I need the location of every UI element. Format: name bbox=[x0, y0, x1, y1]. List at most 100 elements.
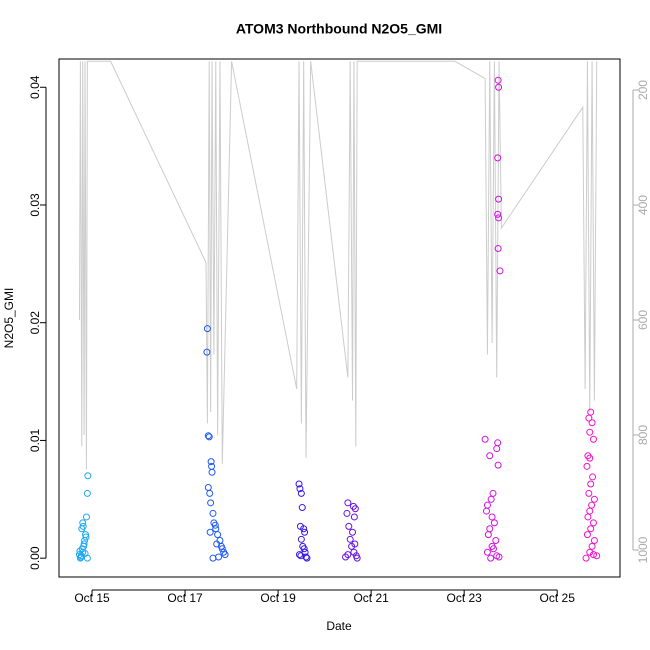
data-point bbox=[203, 348, 211, 356]
data-point bbox=[487, 554, 495, 562]
data-point bbox=[203, 325, 211, 333]
data-point bbox=[593, 552, 601, 560]
data-point bbox=[490, 519, 498, 527]
data-point bbox=[494, 439, 502, 447]
data-point bbox=[296, 485, 304, 493]
data-point bbox=[218, 545, 226, 553]
data-point bbox=[488, 513, 496, 521]
x-tick-label: Oct 25 bbox=[540, 591, 576, 605]
x-tick-label: Oct 15 bbox=[74, 591, 110, 605]
data-point bbox=[204, 432, 212, 440]
data-point bbox=[589, 473, 597, 481]
data-point bbox=[586, 428, 594, 436]
data-point bbox=[584, 513, 592, 521]
data-point bbox=[209, 509, 217, 517]
x-tick-label: Oct 17 bbox=[167, 591, 203, 605]
data-point bbox=[582, 554, 590, 562]
data-point bbox=[494, 245, 502, 253]
data-point bbox=[590, 537, 598, 545]
data-point bbox=[295, 480, 303, 488]
data-point bbox=[82, 533, 90, 541]
data-point bbox=[300, 525, 308, 533]
data-point bbox=[494, 154, 502, 162]
data-point bbox=[300, 545, 308, 553]
data-point bbox=[588, 542, 596, 550]
x-tick-label: Oct 21 bbox=[353, 591, 389, 605]
data-point bbox=[495, 214, 503, 222]
data-point bbox=[206, 528, 214, 536]
data-point bbox=[590, 495, 598, 503]
data-point bbox=[483, 548, 491, 556]
data-point bbox=[207, 458, 215, 466]
pressure-line bbox=[78, 60, 598, 470]
y-tick-label: 0.01 bbox=[28, 428, 42, 452]
data-point bbox=[302, 553, 310, 561]
data-point bbox=[484, 531, 492, 539]
data-point bbox=[586, 507, 594, 515]
y-axis-label: N2O5_GMI bbox=[2, 288, 16, 349]
data-point bbox=[351, 540, 359, 548]
data-point bbox=[583, 531, 591, 539]
data-point bbox=[297, 535, 305, 543]
data-point bbox=[589, 435, 597, 443]
y2-tick-label: 800 bbox=[636, 425, 650, 445]
data-point bbox=[588, 501, 596, 509]
data-point bbox=[342, 553, 350, 561]
y-tick-label: 0.04 bbox=[28, 75, 42, 99]
data-point bbox=[585, 489, 593, 497]
x-tick-label: Oct 19 bbox=[260, 591, 296, 605]
data-point bbox=[586, 548, 594, 556]
y2-tick-label: 1000 bbox=[636, 536, 650, 563]
data-point bbox=[493, 445, 501, 453]
data-point bbox=[207, 499, 215, 507]
y-tick-label: 0.02 bbox=[28, 311, 42, 335]
data-point bbox=[344, 499, 352, 507]
data-point bbox=[496, 267, 504, 275]
data-point bbox=[494, 210, 502, 218]
y2-tick-label: 400 bbox=[636, 195, 650, 215]
y2-tick-label: 200 bbox=[636, 80, 650, 100]
data-point bbox=[486, 525, 494, 533]
data-point bbox=[486, 452, 494, 460]
data-point bbox=[481, 435, 489, 443]
data-point bbox=[345, 522, 353, 530]
data-point bbox=[350, 548, 358, 556]
data-point bbox=[205, 433, 213, 441]
data-point bbox=[489, 545, 497, 553]
data-point bbox=[213, 540, 221, 548]
data-point bbox=[494, 76, 502, 84]
data-point bbox=[209, 554, 217, 562]
data-point bbox=[76, 547, 84, 555]
data-point bbox=[487, 495, 495, 503]
data-point bbox=[298, 504, 306, 512]
data-point bbox=[215, 553, 223, 561]
data-point bbox=[586, 454, 594, 462]
chart-title: ATOM3 Northbound N2O5_GMI bbox=[236, 21, 442, 37]
data-point bbox=[214, 531, 222, 539]
data-point bbox=[343, 509, 351, 517]
data-point bbox=[301, 528, 309, 536]
data-point bbox=[83, 489, 91, 497]
data-point bbox=[495, 195, 503, 203]
data-point bbox=[587, 408, 595, 416]
data-point bbox=[350, 513, 358, 521]
data-point bbox=[204, 484, 212, 492]
data-point bbox=[585, 414, 593, 422]
data-point bbox=[587, 525, 595, 533]
data-point bbox=[295, 551, 303, 559]
data-point bbox=[344, 551, 352, 559]
data-point bbox=[80, 540, 88, 548]
data-point bbox=[79, 519, 87, 527]
data-point bbox=[495, 83, 503, 91]
data-point bbox=[84, 472, 92, 480]
data-point bbox=[346, 535, 354, 543]
data-point bbox=[589, 519, 597, 527]
data-point bbox=[79, 522, 87, 530]
data-point bbox=[583, 462, 591, 470]
data-point bbox=[587, 480, 595, 488]
data-point bbox=[494, 461, 502, 469]
data-point bbox=[482, 507, 490, 515]
y-tick-label: 0.03 bbox=[28, 193, 42, 217]
x-tick-label: Oct 23 bbox=[446, 591, 482, 605]
